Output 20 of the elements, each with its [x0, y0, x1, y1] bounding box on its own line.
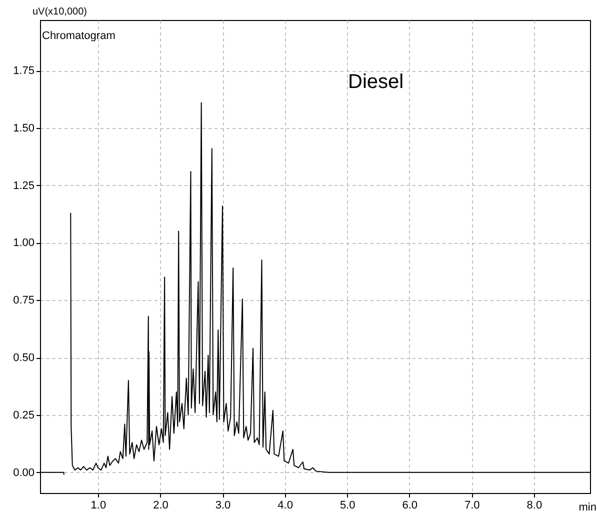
x-tick-label: 7.0	[464, 500, 480, 512]
x-axis-title: min	[578, 502, 596, 512]
y-tick-label: 0.00	[13, 466, 34, 479]
x-tick-label: 8.0	[526, 500, 542, 512]
y-tick-label: 1.75	[13, 65, 34, 78]
x-tick-label: 4.0	[278, 500, 293, 512]
y-tick-label: 0.50	[13, 352, 34, 364]
x-tick-label: 2.0	[153, 500, 168, 512]
y-axis-title: uV(x10,000)	[32, 6, 87, 18]
x-tick-label: 5.0	[340, 500, 356, 512]
y-tick-label: 1.50	[13, 122, 34, 134]
y-tick-label: 0.25	[13, 409, 34, 422]
annotation: Diesel	[348, 71, 404, 93]
x-tick-label: 3.0	[215, 500, 231, 512]
y-tick-label: 1.25	[13, 180, 34, 192]
x-tick-label: 6.0	[402, 500, 418, 512]
y-tick-label: 1.00	[13, 237, 34, 250]
x-tick-label: 1.0	[90, 500, 106, 512]
y-tick-label: 0.75	[13, 294, 34, 307]
annotation: Chromatogram	[42, 30, 116, 42]
